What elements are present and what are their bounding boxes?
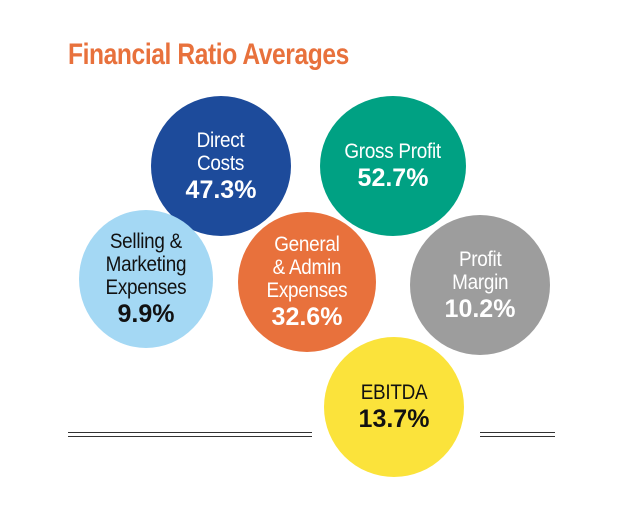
page-title: Financial Ratio Averages	[68, 38, 349, 71]
direct-costs-circle: Direct Costs 47.3%	[151, 96, 291, 236]
selling-marketing-circle: Selling & Marketing Expenses 9.9%	[79, 210, 213, 348]
general-admin-circle: General & Admin Expenses 32.6%	[238, 212, 376, 352]
direct-costs-label: Direct Costs	[197, 128, 245, 175]
gross-profit-circle: Gross Profit 52.7%	[320, 96, 466, 236]
ebitda-circle: EBITDA 13.7%	[324, 337, 464, 477]
selling-marketing-value: 9.9%	[117, 300, 175, 328]
general-admin-label: General & Admin Expenses	[266, 233, 348, 302]
general-admin-value: 32.6%	[271, 303, 343, 331]
direct-costs-value: 47.3%	[185, 175, 257, 204]
profit-margin-circle: Profit Margin 10.2%	[410, 215, 550, 355]
profit-margin-label: Profit Margin	[451, 247, 509, 294]
profit-margin-value: 10.2%	[444, 294, 516, 323]
selling-marketing-label: Selling & Marketing Expenses	[105, 230, 187, 299]
gross-profit-value: 52.7%	[357, 164, 429, 192]
gross-profit-label: Gross Profit	[344, 140, 442, 163]
ebitda-value: 13.7%	[358, 405, 430, 433]
divider-right	[480, 432, 555, 437]
ebitda-label: EBITDA	[360, 381, 428, 404]
divider-left	[68, 432, 312, 437]
